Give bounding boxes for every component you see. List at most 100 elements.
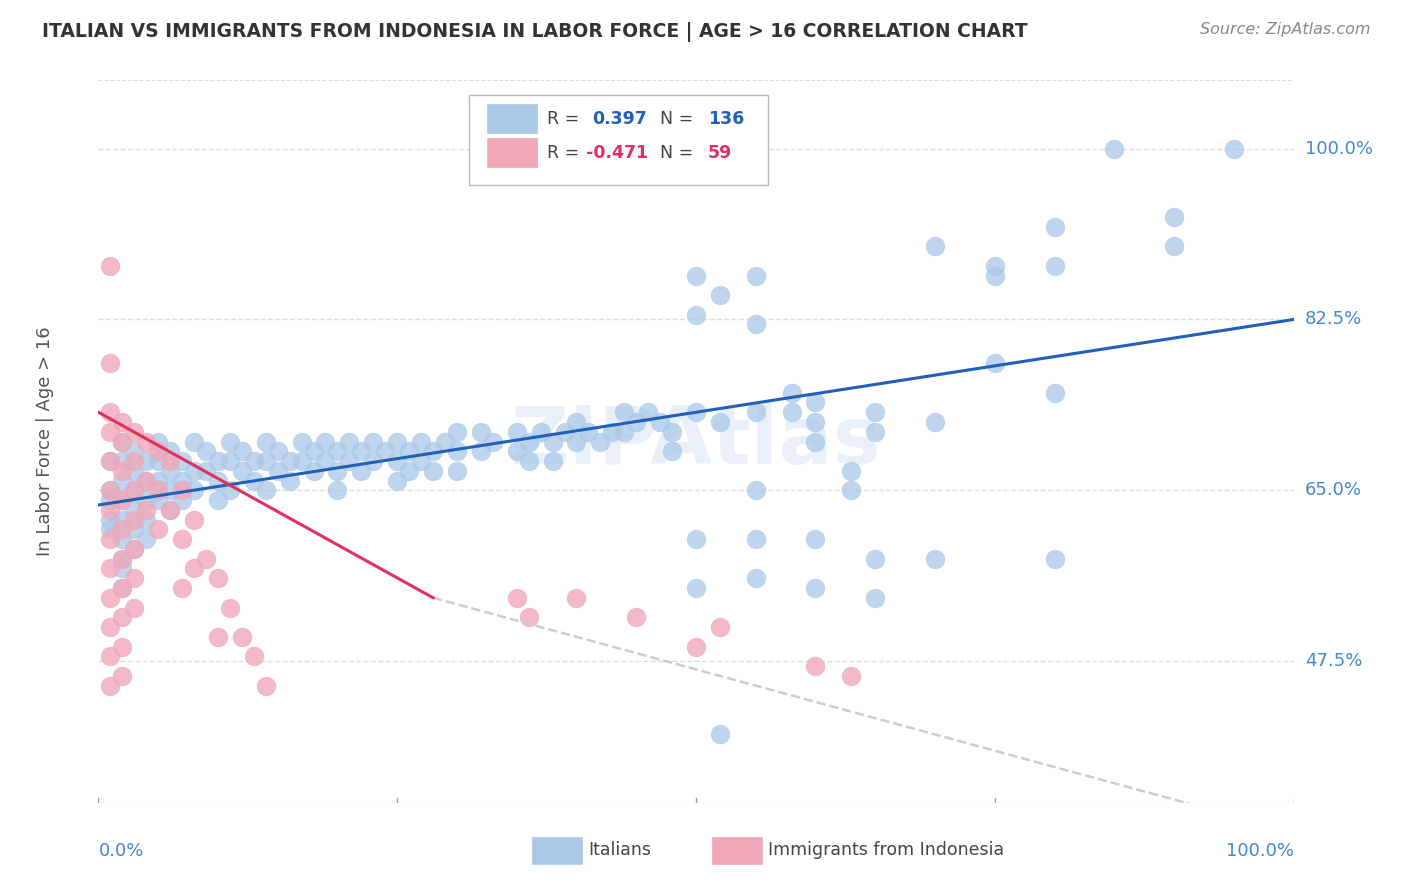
Point [804, 532, 827, 546]
Point [124, 425, 146, 439]
Text: 65.0%: 65.0% [1305, 482, 1361, 500]
Point [745, 571, 768, 585]
Point [111, 551, 134, 566]
Point [685, 532, 707, 546]
Point [254, 483, 277, 498]
Point [326, 483, 349, 498]
Point [148, 474, 170, 488]
Point [1043, 551, 1066, 566]
Point [195, 444, 218, 458]
Point [98, 513, 122, 527]
Point [1223, 142, 1246, 156]
Point [984, 268, 1007, 283]
Point [530, 425, 553, 439]
Point [626, 610, 648, 624]
Point [98, 483, 122, 498]
Point [709, 727, 731, 741]
Point [159, 503, 181, 517]
Point [172, 483, 194, 498]
Point [613, 405, 636, 419]
Point [172, 532, 194, 546]
Point [98, 561, 122, 575]
Point [231, 444, 253, 458]
Point [183, 464, 205, 478]
Point [111, 561, 134, 575]
Point [709, 620, 731, 634]
Point [434, 434, 457, 449]
Point [98, 523, 122, 537]
Point [172, 474, 194, 488]
Point [111, 493, 134, 508]
Point [446, 464, 468, 478]
Point [183, 513, 205, 527]
Point [350, 444, 373, 458]
Point [865, 591, 887, 605]
Text: 47.5%: 47.5% [1305, 652, 1362, 670]
Point [745, 268, 768, 283]
FancyBboxPatch shape [486, 104, 537, 133]
Point [685, 268, 707, 283]
Text: 59: 59 [709, 144, 733, 161]
Point [124, 483, 146, 498]
Point [339, 434, 361, 449]
Point [159, 503, 181, 517]
Point [780, 385, 803, 400]
Point [219, 434, 242, 449]
Point [254, 454, 277, 468]
Point [541, 434, 564, 449]
Point [231, 464, 253, 478]
Point [804, 415, 827, 429]
Point [422, 444, 444, 458]
Point [98, 454, 122, 468]
Point [517, 454, 540, 468]
Point [470, 425, 492, 439]
Point [135, 493, 157, 508]
Point [517, 434, 540, 449]
Point [111, 551, 134, 566]
Point [278, 474, 301, 488]
Point [219, 600, 242, 615]
Text: 0.397: 0.397 [592, 110, 647, 128]
Point [745, 405, 768, 419]
Point [350, 464, 373, 478]
Point [111, 434, 134, 449]
Point [745, 318, 768, 332]
Point [111, 669, 134, 683]
Point [1104, 142, 1126, 156]
Point [661, 425, 683, 439]
Text: Source: ZipAtlas.com: Source: ZipAtlas.com [1201, 22, 1371, 37]
Point [865, 425, 887, 439]
Point [841, 483, 863, 498]
Point [124, 541, 146, 556]
Point [148, 454, 170, 468]
Point [709, 288, 731, 302]
Point [135, 434, 157, 449]
Point [135, 454, 157, 468]
Point [924, 239, 946, 253]
FancyBboxPatch shape [470, 95, 768, 185]
Point [148, 483, 170, 498]
Point [98, 649, 122, 664]
Point [385, 454, 409, 468]
Point [446, 444, 468, 458]
Point [98, 591, 122, 605]
Point [124, 541, 146, 556]
Point [565, 415, 588, 429]
Text: Immigrants from Indonesia: Immigrants from Indonesia [768, 841, 1004, 859]
Point [565, 434, 588, 449]
Point [111, 454, 134, 468]
Text: 82.5%: 82.5% [1305, 310, 1362, 328]
Point [111, 474, 134, 488]
Point [1043, 259, 1066, 273]
Text: 100.0%: 100.0% [1305, 140, 1372, 158]
Point [135, 474, 157, 488]
Point [207, 493, 229, 508]
Point [183, 483, 205, 498]
Point [159, 454, 181, 468]
Point [159, 464, 181, 478]
Point [626, 415, 648, 429]
Point [111, 513, 134, 527]
Point [111, 434, 134, 449]
Point [613, 425, 636, 439]
Point [183, 434, 205, 449]
